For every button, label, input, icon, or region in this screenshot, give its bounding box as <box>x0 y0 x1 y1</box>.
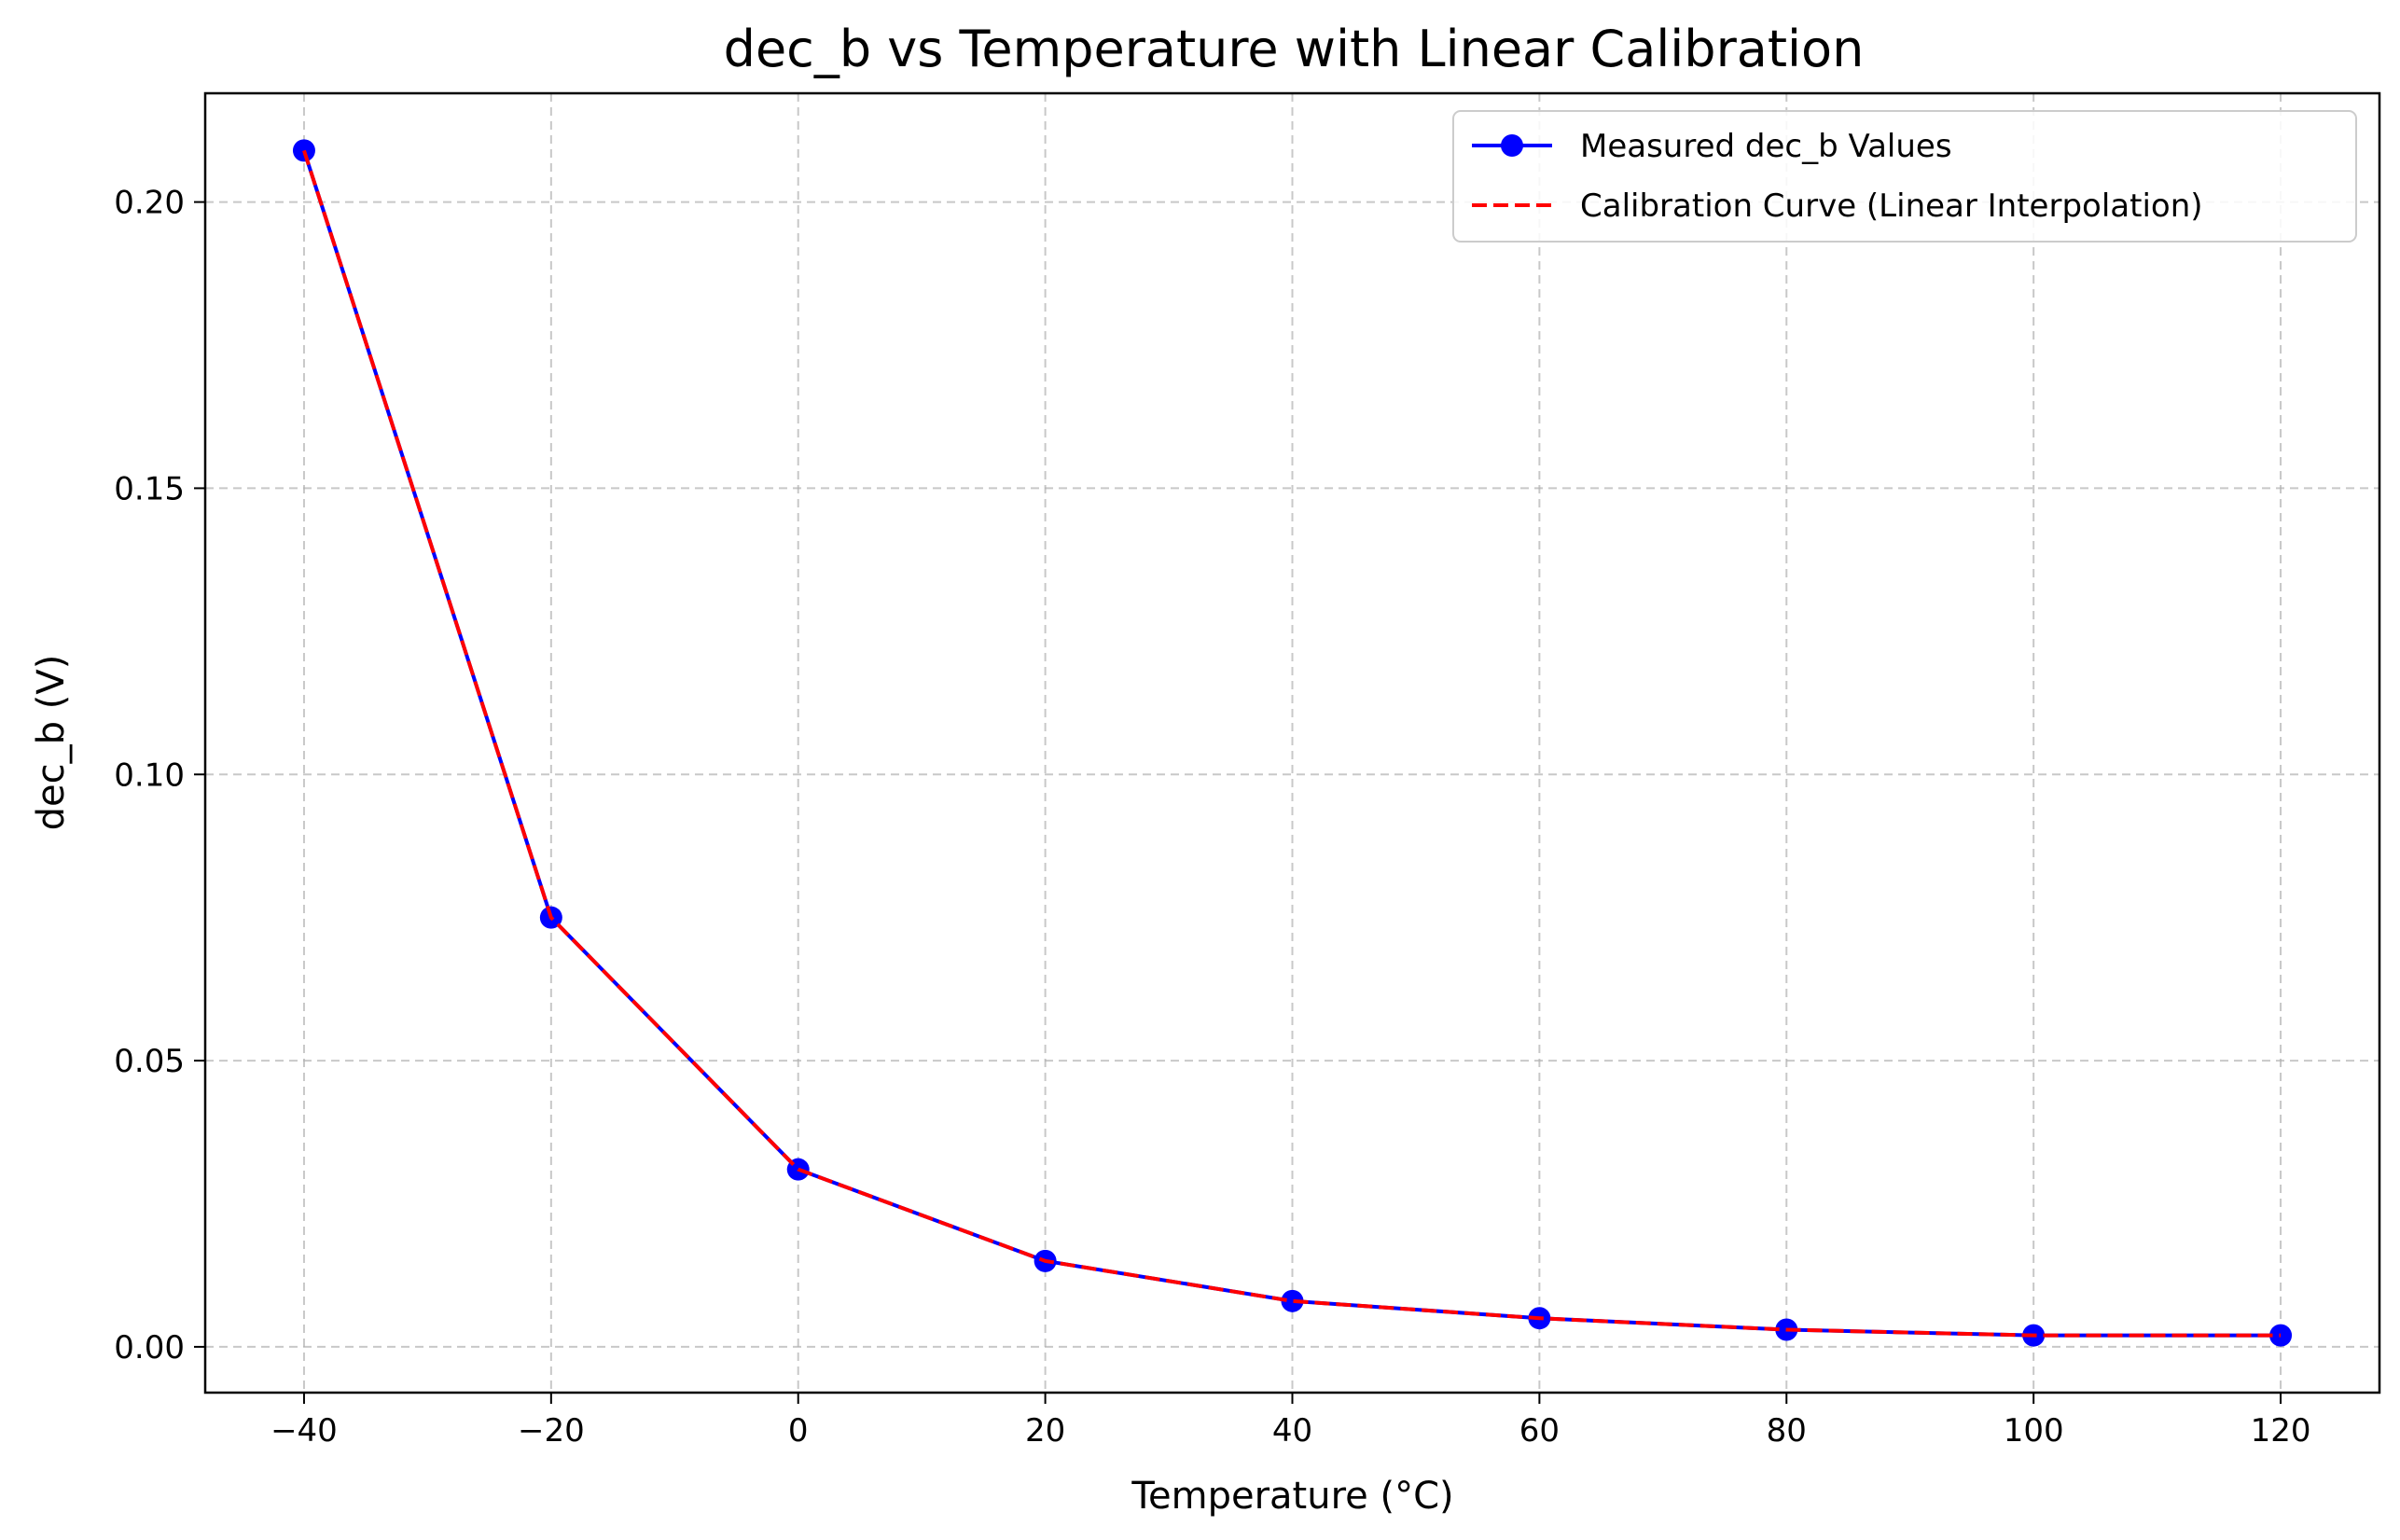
legend-measured-marker <box>1501 134 1523 157</box>
y-tick-label: 0.00 <box>114 1329 185 1367</box>
series-measured-point <box>1281 1289 1304 1312</box>
legend: Measured dec_b Values Calibration Curve … <box>1452 110 2357 243</box>
y-tick-label: 0.20 <box>114 185 185 222</box>
axes-frame <box>203 91 2381 1394</box>
x-tick-label: 80 <box>1767 1412 1807 1450</box>
legend-measured-label: Measured dec_b Values <box>1580 128 1952 165</box>
plot-area <box>292 139 2293 1347</box>
series-measured-point <box>292 139 315 162</box>
y-tick-label: 0.15 <box>114 470 185 507</box>
legend-calibration-label: Calibration Curve (Linear Interpolation) <box>1580 187 2203 225</box>
x-tick-label: 100 <box>2004 1412 2064 1450</box>
y-tick-label: 0.10 <box>114 756 185 794</box>
x-tick-label: −40 <box>271 1412 338 1450</box>
y-axis-label: dec_b (V) <box>30 655 73 831</box>
y-axis-ticks: 0.00 0.05 0.10 0.15 0.20 <box>114 185 205 1367</box>
y-tick-label: 0.05 <box>114 1043 185 1080</box>
x-axis-ticks: −40 −20 0 20 40 60 80 100 120 <box>271 1393 2310 1450</box>
chart-title: dec_b vs Temperature with Linear Calibra… <box>724 20 1865 78</box>
x-axis-label: Temperature (°C) <box>1131 1475 1453 1518</box>
x-tick-label: 0 <box>788 1412 809 1450</box>
x-tick-label: 120 <box>2251 1412 2311 1450</box>
x-tick-label: 20 <box>1025 1412 1065 1450</box>
x-tick-label: 40 <box>1272 1412 1312 1450</box>
x-tick-label: 60 <box>1519 1412 1560 1450</box>
legend-box <box>1452 110 2357 243</box>
series-calibration-line <box>302 149 2282 1338</box>
x-tick-label: −20 <box>518 1412 585 1450</box>
